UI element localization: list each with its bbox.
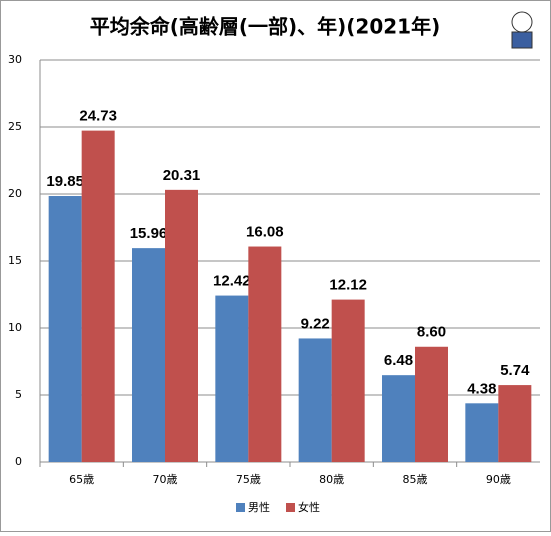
y-tick-label: 5 — [15, 388, 22, 401]
value-label: 16.08 — [246, 223, 284, 240]
x-tick-label: 85歳 — [403, 473, 428, 486]
y-tick-label: 0 — [15, 455, 22, 468]
legend-swatch — [236, 503, 245, 512]
x-tick-label: 70歳 — [153, 473, 178, 486]
legend-label: 女性 — [298, 500, 320, 514]
value-label: 24.73 — [79, 108, 117, 125]
x-tick-label: 65歳 — [69, 473, 94, 486]
bar — [382, 375, 415, 462]
y-tick-label: 30 — [8, 53, 22, 66]
value-label: 4.38 — [467, 380, 496, 397]
x-tick-label: 80歳 — [319, 473, 344, 486]
mascot-icon — [511, 11, 533, 49]
value-label: 9.22 — [301, 315, 330, 332]
bar — [298, 338, 332, 462]
bar — [498, 385, 532, 462]
bar — [81, 130, 115, 463]
value-label: 6.48 — [384, 352, 413, 369]
y-tick-label: 20 — [8, 187, 22, 200]
bar — [415, 346, 448, 462]
bar — [331, 299, 365, 462]
x-tick-label: 75歳 — [236, 473, 261, 486]
value-label: 15.96 — [130, 225, 168, 242]
bar — [465, 403, 499, 462]
bar — [165, 189, 198, 462]
legend-label: 男性 — [248, 500, 270, 514]
value-label: 5.74 — [500, 362, 530, 379]
value-label: 19.85 — [46, 173, 84, 190]
bar — [215, 295, 249, 462]
bar — [132, 248, 165, 462]
value-label: 20.31 — [163, 167, 201, 184]
bar — [48, 196, 82, 462]
y-tick-label: 10 — [8, 321, 22, 334]
y-tick-label: 25 — [8, 120, 22, 133]
legend-swatch — [286, 503, 295, 512]
y-tick-label: 15 — [8, 254, 22, 267]
value-label: 12.12 — [329, 277, 367, 294]
chart-title: 平均余命(高齢層(一部)、年)(2021年) — [90, 15, 441, 39]
value-label: 8.60 — [417, 324, 446, 341]
value-label: 12.42 — [213, 273, 251, 290]
bar — [248, 246, 282, 462]
x-tick-label: 90歳 — [486, 473, 511, 486]
